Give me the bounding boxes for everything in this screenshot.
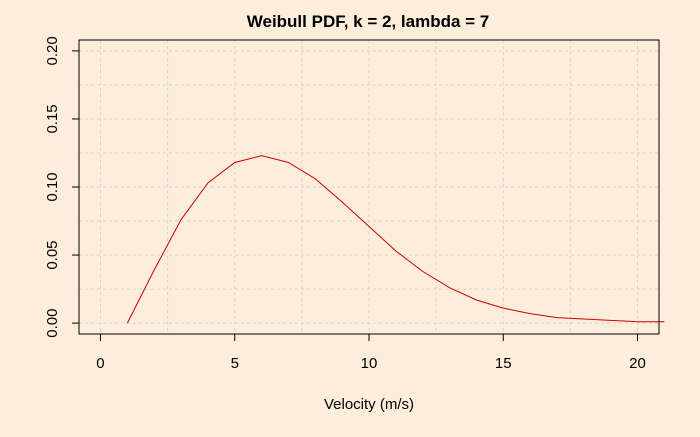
x-tick-label-0: 0 [96, 355, 104, 372]
series-layer [126, 155, 665, 324]
grid-layer [79, 40, 659, 334]
x-tick-label-2: 10 [361, 355, 378, 372]
y-tick-label-3: 0.15 [44, 104, 61, 133]
x-tick-label-4: 20 [629, 355, 646, 372]
x-tick-label-3: 15 [495, 355, 512, 372]
x-axis-title: Velocity (m/s) [324, 396, 414, 413]
y-tick-label-2: 0.10 [44, 172, 61, 201]
series-line-0 [126, 155, 665, 324]
x-tick-label-1: 5 [231, 355, 239, 372]
chart-title: Weibull PDF, k = 2, lambda = 7 [247, 12, 490, 31]
y-tick-label-4: 0.20 [44, 36, 61, 65]
y-tick-label-0: 0.00 [44, 309, 61, 338]
axis-layer: 0 5 10 15 20 0.00 0.05 0.10 0.15 0.20 [44, 36, 646, 372]
y-tick-label-1: 0.05 [44, 240, 61, 269]
